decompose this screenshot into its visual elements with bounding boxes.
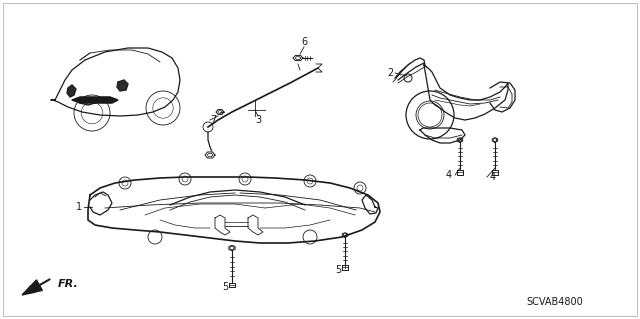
Polygon shape: [72, 97, 118, 103]
Polygon shape: [67, 85, 76, 97]
Text: 1: 1: [76, 202, 82, 212]
Polygon shape: [458, 170, 463, 174]
Polygon shape: [492, 170, 498, 174]
Text: FR.: FR.: [58, 279, 79, 289]
Polygon shape: [342, 265, 348, 270]
Text: 4: 4: [490, 172, 496, 182]
Text: 6: 6: [301, 37, 307, 47]
Polygon shape: [216, 109, 224, 115]
Polygon shape: [22, 280, 42, 295]
Text: 5: 5: [335, 265, 341, 275]
Text: 2: 2: [387, 68, 393, 78]
Polygon shape: [205, 152, 215, 158]
Polygon shape: [293, 56, 303, 61]
Polygon shape: [229, 283, 235, 287]
Text: 5: 5: [222, 282, 228, 292]
Text: 4: 4: [446, 170, 452, 180]
Text: 3: 3: [255, 115, 261, 125]
Text: SCVAB4800: SCVAB4800: [527, 297, 584, 307]
Polygon shape: [117, 80, 128, 91]
Text: 7: 7: [210, 115, 216, 125]
